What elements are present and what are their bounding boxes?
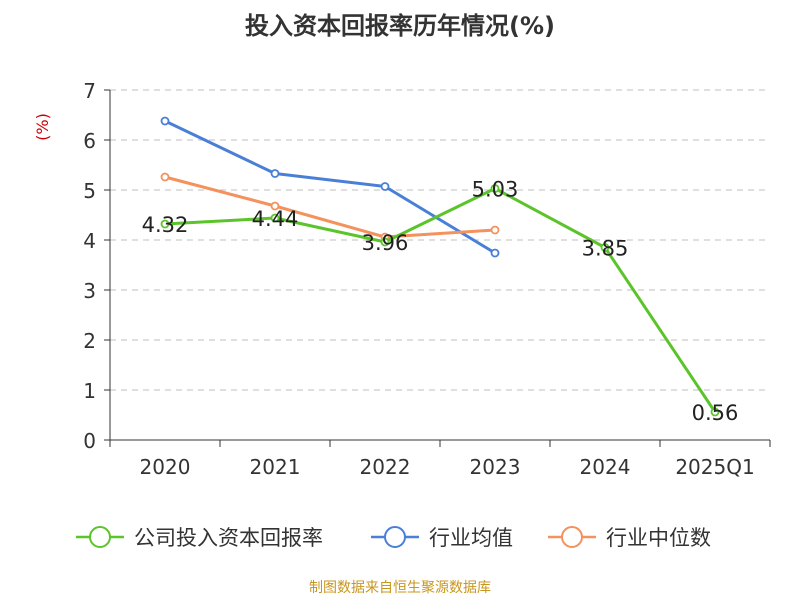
series-line-2 xyxy=(164,175,496,239)
data-point xyxy=(160,219,170,229)
x-tick-label: 2024 xyxy=(580,455,631,479)
data-point xyxy=(380,182,390,191)
y-tick-label: 4 xyxy=(83,229,96,253)
y-tick-label: 3 xyxy=(83,279,96,303)
series-line-0 xyxy=(164,187,717,413)
axes: 0 1 2 3 4 5 6 7 2020 2021 2022 2023 2024 2025Q1 xyxy=(83,79,771,479)
series xyxy=(160,116,720,417)
data-point xyxy=(710,407,720,417)
data-point xyxy=(270,169,280,178)
x-tick-label: 2020 xyxy=(140,455,191,479)
y-tick-label: 2 xyxy=(83,329,96,353)
legend-item-1[interactable]: 行业均值 xyxy=(371,526,513,550)
legend-marker xyxy=(89,526,111,548)
y-tick-label: 1 xyxy=(83,379,96,403)
data-point xyxy=(270,213,280,223)
legend-item-0[interactable]: 公司投入资本回报率 xyxy=(76,526,323,550)
legend-label: 公司投入资本回报率 xyxy=(134,526,323,550)
data-point xyxy=(160,116,170,126)
y-tick-label: 6 xyxy=(83,129,96,153)
data-label: 0.56 xyxy=(692,401,739,425)
y-tick-label: 0 xyxy=(83,429,96,453)
x-tick-label: 2021 xyxy=(250,455,301,479)
data-point xyxy=(270,201,280,211)
source-note: 制图数据来自恒生聚源数据库 xyxy=(309,580,491,596)
data-point xyxy=(490,184,500,193)
legend: 公司投入资本回报率 行业均值 行业中位数 xyxy=(76,526,711,550)
data-point xyxy=(160,172,170,182)
data-label: 3.85 xyxy=(582,237,629,261)
data-point xyxy=(490,225,500,235)
legend-marker xyxy=(561,526,583,548)
data-label: 4.32 xyxy=(142,213,189,237)
legend-item-2[interactable]: 行业中位数 xyxy=(548,526,711,550)
y-axis-label: (%) xyxy=(33,113,52,141)
legend-label: 行业均值 xyxy=(429,526,513,550)
x-tick-label: 2022 xyxy=(360,455,411,479)
data-point xyxy=(380,237,390,247)
data-point xyxy=(490,248,500,258)
data-labels: 4.32 4.44 3.96 5.03 3.85 0.56 xyxy=(142,178,739,426)
y-tick-label: 5 xyxy=(83,179,96,203)
x-tick-label: 2025Q1 xyxy=(675,455,754,479)
data-label: 3.96 xyxy=(362,231,409,255)
series-line-1 xyxy=(164,119,496,255)
legend-label: 行业中位数 xyxy=(606,526,711,550)
data-label: 4.44 xyxy=(252,207,299,231)
chart-title: 投入资本回报率历年情况(%) xyxy=(245,12,555,40)
legend-marker xyxy=(384,526,406,548)
x-tick-label: 2023 xyxy=(470,455,521,479)
y-tick-label: 7 xyxy=(83,79,96,103)
data-point xyxy=(600,243,610,252)
data-label: 5.03 xyxy=(472,178,519,202)
